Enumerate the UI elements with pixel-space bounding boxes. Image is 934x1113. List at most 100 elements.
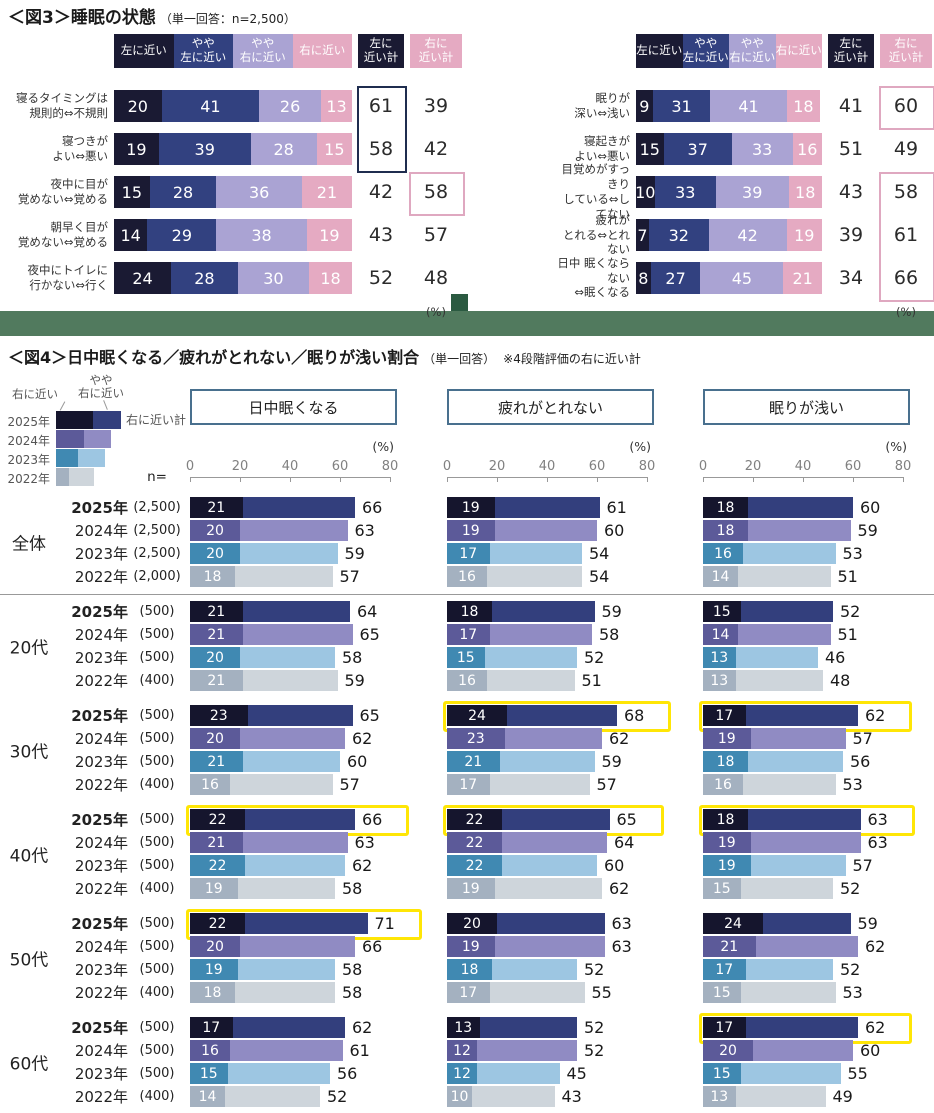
axis-line <box>190 477 391 482</box>
year-bar: 19 <box>447 878 602 899</box>
fig4-title: ＜図4＞日中眠くなる／疲れがとれない／眠りが浅い割合 （単一回答） ※4段階評価の右… <box>0 340 934 371</box>
panel-cell-1: 22 62 <box>186 854 443 877</box>
year-bar: 18 <box>703 497 853 518</box>
year-label: 2024年 <box>74 938 128 956</box>
sum-left-value: 61 <box>368 95 394 117</box>
year-label: 2025年 <box>71 1019 128 1037</box>
fig3-data-row: 眠りが 深い⇔浅い 9 31 41 18 41 60 <box>554 90 932 122</box>
axis-tick-label: 20 <box>744 459 762 474</box>
panel-cell-1: 21 66 <box>186 496 443 519</box>
n-value: (500) <box>139 754 175 769</box>
bar-close-segment: 19 <box>447 878 495 899</box>
bar-close-segment: 18 <box>703 520 748 541</box>
panel-cell-1: 22 66 <box>186 805 443 836</box>
year-bar: 18 <box>703 751 843 772</box>
year-bar: 17 <box>703 959 833 980</box>
axis-line <box>703 477 904 482</box>
year-bar: 19 <box>447 497 600 518</box>
bar-segment-2: 29 <box>147 219 217 251</box>
year-bar: 22 <box>447 809 610 830</box>
year-bar: 24 <box>703 913 851 934</box>
axis-tick-label: 0 <box>442 459 452 474</box>
fig3-legend-row: 左に近い やや 左に近い やや 右に近い 右に近い 左に 近い計 右に 近い計 <box>2 34 462 68</box>
fig3-legend: 左に近い やや 左に近い やや 右に近い 右に近い <box>636 34 822 68</box>
fig3-section: ＜図3＞睡眠の状態 （単一回答：n=2,500） 左に近い やや 左に近い やや 右に… <box>0 0 934 319</box>
year-label: 2022年 <box>74 776 128 794</box>
panel-cell-3: 21 62 <box>699 935 934 958</box>
year-bar: 18 <box>447 959 577 980</box>
fig4-year-row: 2025年 (2,500) 21 66 19 61 18 60 <box>0 496 934 519</box>
fig3-data-row: 目覚めがすっきり している⇔してない 10 33 39 18 43 58 <box>554 162 932 221</box>
bar-close-segment: 18 <box>703 751 748 772</box>
bar-close-segment: 16 <box>190 774 230 795</box>
bar-close-segment: 13 <box>703 670 736 691</box>
legend-year-label: 2023年 <box>7 453 50 467</box>
bar-close-segment: 20 <box>190 647 240 668</box>
stacked-bar: 7 32 42 19 <box>636 219 822 251</box>
bar-total-value: 59 <box>601 752 622 771</box>
panel-cell-2: 19 62 <box>443 877 699 900</box>
year-bar: 18 <box>447 601 595 622</box>
bar-close-segment: 17 <box>703 959 746 980</box>
bar-segment-4: 16 <box>792 133 822 165</box>
n-value: (500) <box>139 650 175 665</box>
axis-tick-mark <box>547 477 548 482</box>
sum-left-value: 43 <box>368 224 394 246</box>
panel-cell-3: 18 60 <box>699 496 934 519</box>
n-value: (500) <box>139 939 175 954</box>
year-bar: 22 <box>190 913 368 934</box>
legend-sum-label: 右に近い計 <box>126 413 187 427</box>
bar-close-segment: 15 <box>190 1063 228 1084</box>
row-label: 眠りが 深い⇔浅い <box>574 91 630 120</box>
bar-total-value: 63 <box>354 833 375 852</box>
year-bar: 15 <box>703 982 836 1003</box>
year-bar: 12 <box>447 1040 577 1061</box>
bar-total-value: 51 <box>837 625 858 644</box>
sum-left-value: 51 <box>838 138 864 160</box>
group-label: 全体 <box>12 534 46 555</box>
fig4-group-6: 60代 2025年 (500) 17 62 13 52 17 62 2024年 (500) 16 61 1… <box>0 1013 934 1108</box>
fig3-title: ＜図3＞睡眠の状態 （単一回答：n=2,500） <box>0 0 934 31</box>
group-label: 50代 <box>9 950 49 971</box>
fig4-year-row: 2023年 (500) 20 58 15 52 13 46 <box>0 646 934 669</box>
bar-segment-2: 33 <box>654 176 716 208</box>
bar-segment-2: 41 <box>161 90 260 122</box>
n-value: (500) <box>139 835 175 850</box>
year-label: 2024年 <box>74 626 128 644</box>
row-label: 夜中に目が 覚めない⇔覚める <box>17 177 108 206</box>
panel-cell-1: 20 59 <box>186 542 443 565</box>
year-bar: 15 <box>703 601 833 622</box>
panel-cell-3: 16 53 <box>699 773 934 796</box>
sum-header-left: 左に 近い計 <box>358 34 404 68</box>
n-value: (500) <box>139 916 175 931</box>
legend-connector-2 <box>103 400 108 410</box>
sum-right-value: 42 <box>423 138 449 160</box>
bar-total-value: 58 <box>342 960 363 979</box>
fig3-data-row: 寝つきが よい⇔悪い 19 39 28 15 58 42 <box>2 133 462 165</box>
year-bar: 13 <box>447 1017 577 1038</box>
panel-cell-1: 18 57 <box>186 565 443 588</box>
sum-left-value: 34 <box>838 267 864 289</box>
year-label: 2024年 <box>74 1042 128 1060</box>
n-value: (500) <box>139 858 175 873</box>
fig4-year-row: 2025年 (500) 21 64 18 59 15 52 <box>0 600 934 623</box>
spacer <box>554 34 636 68</box>
legend-swatch-light <box>84 430 111 448</box>
bar-close-segment: 19 <box>447 520 495 541</box>
sum-right-value: 58 <box>423 181 449 203</box>
bar-close-segment: 14 <box>703 624 738 645</box>
fig3-data-row: 寝起きが よい⇔悪い 15 37 33 16 51 49 <box>554 133 932 165</box>
year-bar: 21 <box>190 497 355 518</box>
n-value: (500) <box>139 708 175 723</box>
year-bar: 19 <box>703 832 861 853</box>
year-bar: 13 <box>703 647 818 668</box>
year-bar: 12 <box>447 1063 560 1084</box>
percent-label: (%) <box>896 305 916 319</box>
year-bar: 22 <box>190 809 355 830</box>
fig4-year-row: 2025年 (500) 23 65 24 68 17 62 <box>0 701 934 732</box>
panel-cell-3: 15 55 <box>699 1062 934 1085</box>
year-label: 2023年 <box>74 545 128 563</box>
bar-close-segment: 21 <box>190 601 243 622</box>
year-label: 2023年 <box>74 961 128 979</box>
group-label: 60代 <box>9 1054 49 1075</box>
